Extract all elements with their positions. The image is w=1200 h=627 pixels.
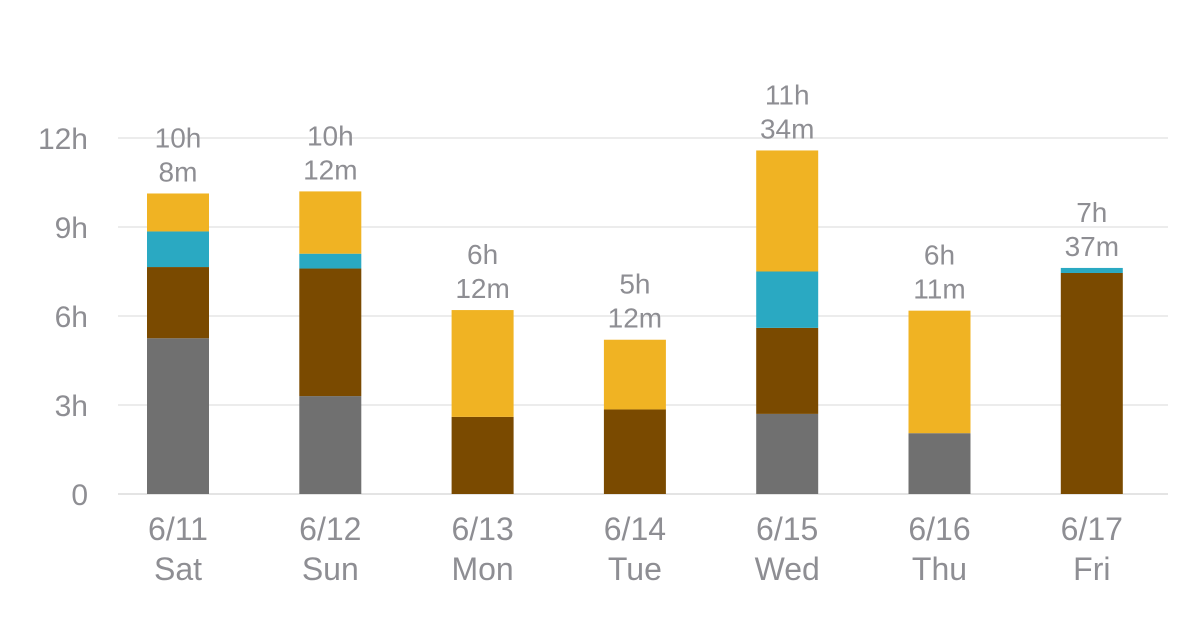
y-tick-label: 9h: [55, 212, 88, 245]
bar-total-minutes-label: 12m: [303, 154, 357, 185]
gridlines: [118, 137, 1168, 495]
y-tick-label: 3h: [55, 390, 88, 423]
y-axis-tick-labels: 0 3h 6h 9h 12h: [38, 123, 88, 512]
y-tick-label: 0: [71, 479, 88, 512]
bar-segment-6-15-0: [756, 413, 819, 494]
bar-total-minutes-label: 12m: [455, 273, 509, 304]
bar-segment-6-11-1: [147, 267, 209, 339]
bar-segment-6-13-1: [451, 416, 514, 494]
bar-segment-6-14-3: [603, 339, 666, 410]
bar-segment-6-15-2: [756, 271, 819, 328]
x-category-day-label: Thu: [912, 551, 967, 587]
y-tick-label: 6h: [55, 301, 88, 334]
x-category-date-label: 6/11: [148, 511, 208, 547]
bar-segment-6-14-1: [603, 409, 666, 494]
x-category-date-label: 6/16: [908, 511, 970, 547]
bar-segment-6-12-1: [299, 268, 362, 397]
bar-segment-6-16-3: [908, 310, 971, 434]
bar-segment-6-12-2: [299, 253, 362, 269]
y-tick-label: 12h: [38, 123, 88, 156]
x-category-day-label: Sun: [302, 551, 359, 587]
bar-total-minutes-label: 34m: [760, 113, 814, 144]
bar-total-hours-label: 6h: [467, 239, 498, 270]
bar-total-minutes-label: 37m: [1065, 231, 1119, 262]
bar-total-hours-label: 5h: [619, 269, 650, 300]
bar-total-minutes-label: 12m: [608, 303, 662, 334]
x-category-date-label: 6/12: [299, 511, 361, 547]
x-category-day-label: Sat: [154, 551, 202, 587]
bar-segment-6-17-1: [1060, 272, 1123, 494]
bar-segment-6-15-3: [756, 150, 819, 272]
bar-segment-6-16-0: [908, 433, 971, 494]
x-category-day-label: Mon: [451, 551, 513, 587]
bar-segment-6-15-1: [756, 327, 819, 414]
x-category-date-label: 6/15: [756, 511, 818, 547]
x-category-day-label: Tue: [608, 551, 662, 587]
x-category-day-label: Fri: [1073, 551, 1110, 587]
bar-total-hours-label: 11h: [765, 79, 810, 110]
x-axis-category-labels: 6/11 Sat 6/12 Sun 6/13 Mon 6/14 Tue 6/15 Wed 6/16 T…: [148, 511, 1123, 587]
x-category-date-label: 6/13: [451, 511, 513, 547]
bar-segment-6-12-3: [299, 191, 362, 254]
bar-total-hours-label: 10h: [155, 122, 202, 153]
bar-segment-6-11-3: [147, 193, 209, 232]
bar-segment-6-12-0: [299, 396, 362, 494]
bars: [147, 150, 1123, 494]
bar-segment-6-13-3: [451, 310, 514, 417]
x-category-date-label: 6/17: [1061, 511, 1123, 547]
bar-segment-6-11-2: [147, 231, 209, 268]
x-category-day-label: Wed: [755, 551, 820, 587]
bar-total-minutes-label: 8m: [159, 156, 198, 187]
bar-total-hours-label: 6h: [924, 240, 955, 271]
bar-total-minutes-label: 11m: [913, 274, 965, 305]
bar-segment-6-17-2: [1060, 267, 1123, 273]
x-category-date-label: 6/14: [604, 511, 666, 547]
bar-segment-6-11-0: [147, 338, 209, 494]
bar-total-hours-label: 10h: [307, 120, 354, 151]
bar-total-hours-label: 7h: [1076, 197, 1107, 228]
